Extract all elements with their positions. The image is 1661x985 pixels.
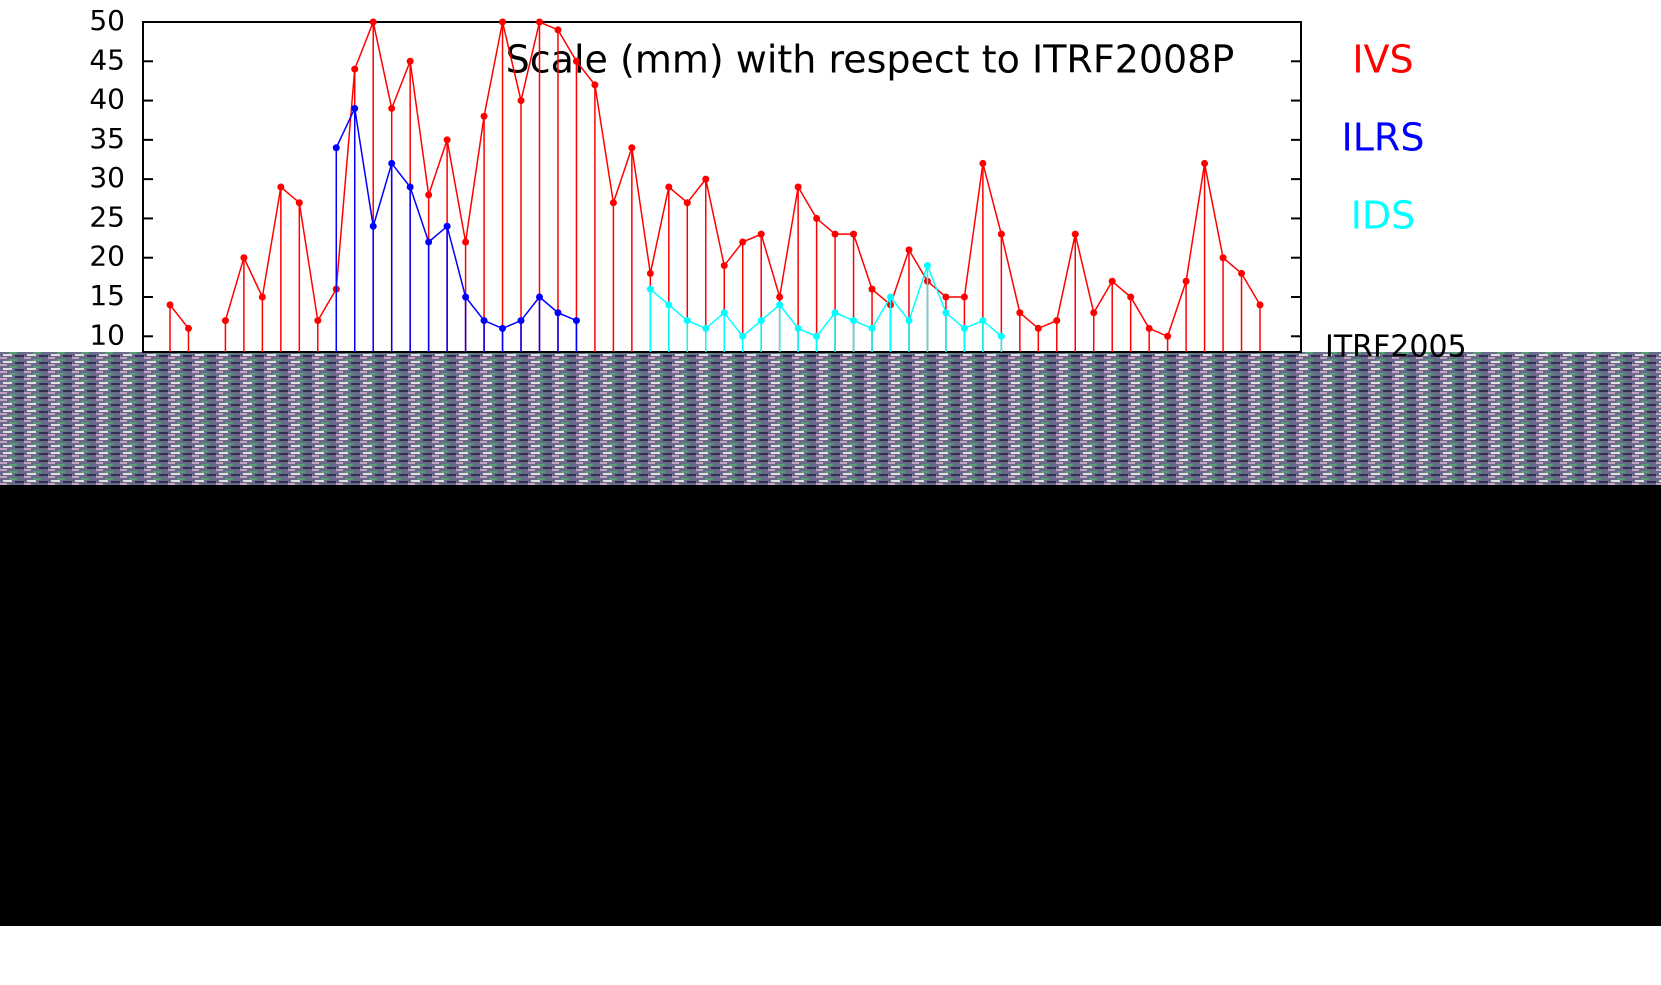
y-tick-label: 40	[89, 83, 125, 116]
legend-label: ILRS	[1342, 116, 1425, 160]
annotation: ITRF2005	[1325, 330, 1467, 365]
chart-title: Scale (mm) with respect to ITRF2008P	[506, 38, 1235, 82]
glitch-region	[0, 485, 1661, 926]
y-tick-label: 20	[89, 240, 125, 273]
y-tick-label: 10	[89, 318, 125, 351]
plot-frame	[142, 21, 1302, 353]
y-tick-label: 30	[89, 161, 125, 194]
series-line	[335, 105, 577, 330]
y-tick-label: 45	[89, 43, 125, 76]
glitch-band	[0, 352, 1661, 485]
series-line	[224, 19, 1261, 338]
y-tick-label: 50	[89, 4, 125, 37]
y-tick-label: 15	[89, 279, 125, 312]
series-line	[169, 304, 190, 329]
legend-label: IDS	[1351, 194, 1416, 238]
y-tick-label: 35	[89, 122, 125, 155]
legend-label: IVS	[1352, 38, 1413, 82]
y-tick-label: 25	[89, 200, 125, 233]
series-line	[649, 263, 1002, 338]
